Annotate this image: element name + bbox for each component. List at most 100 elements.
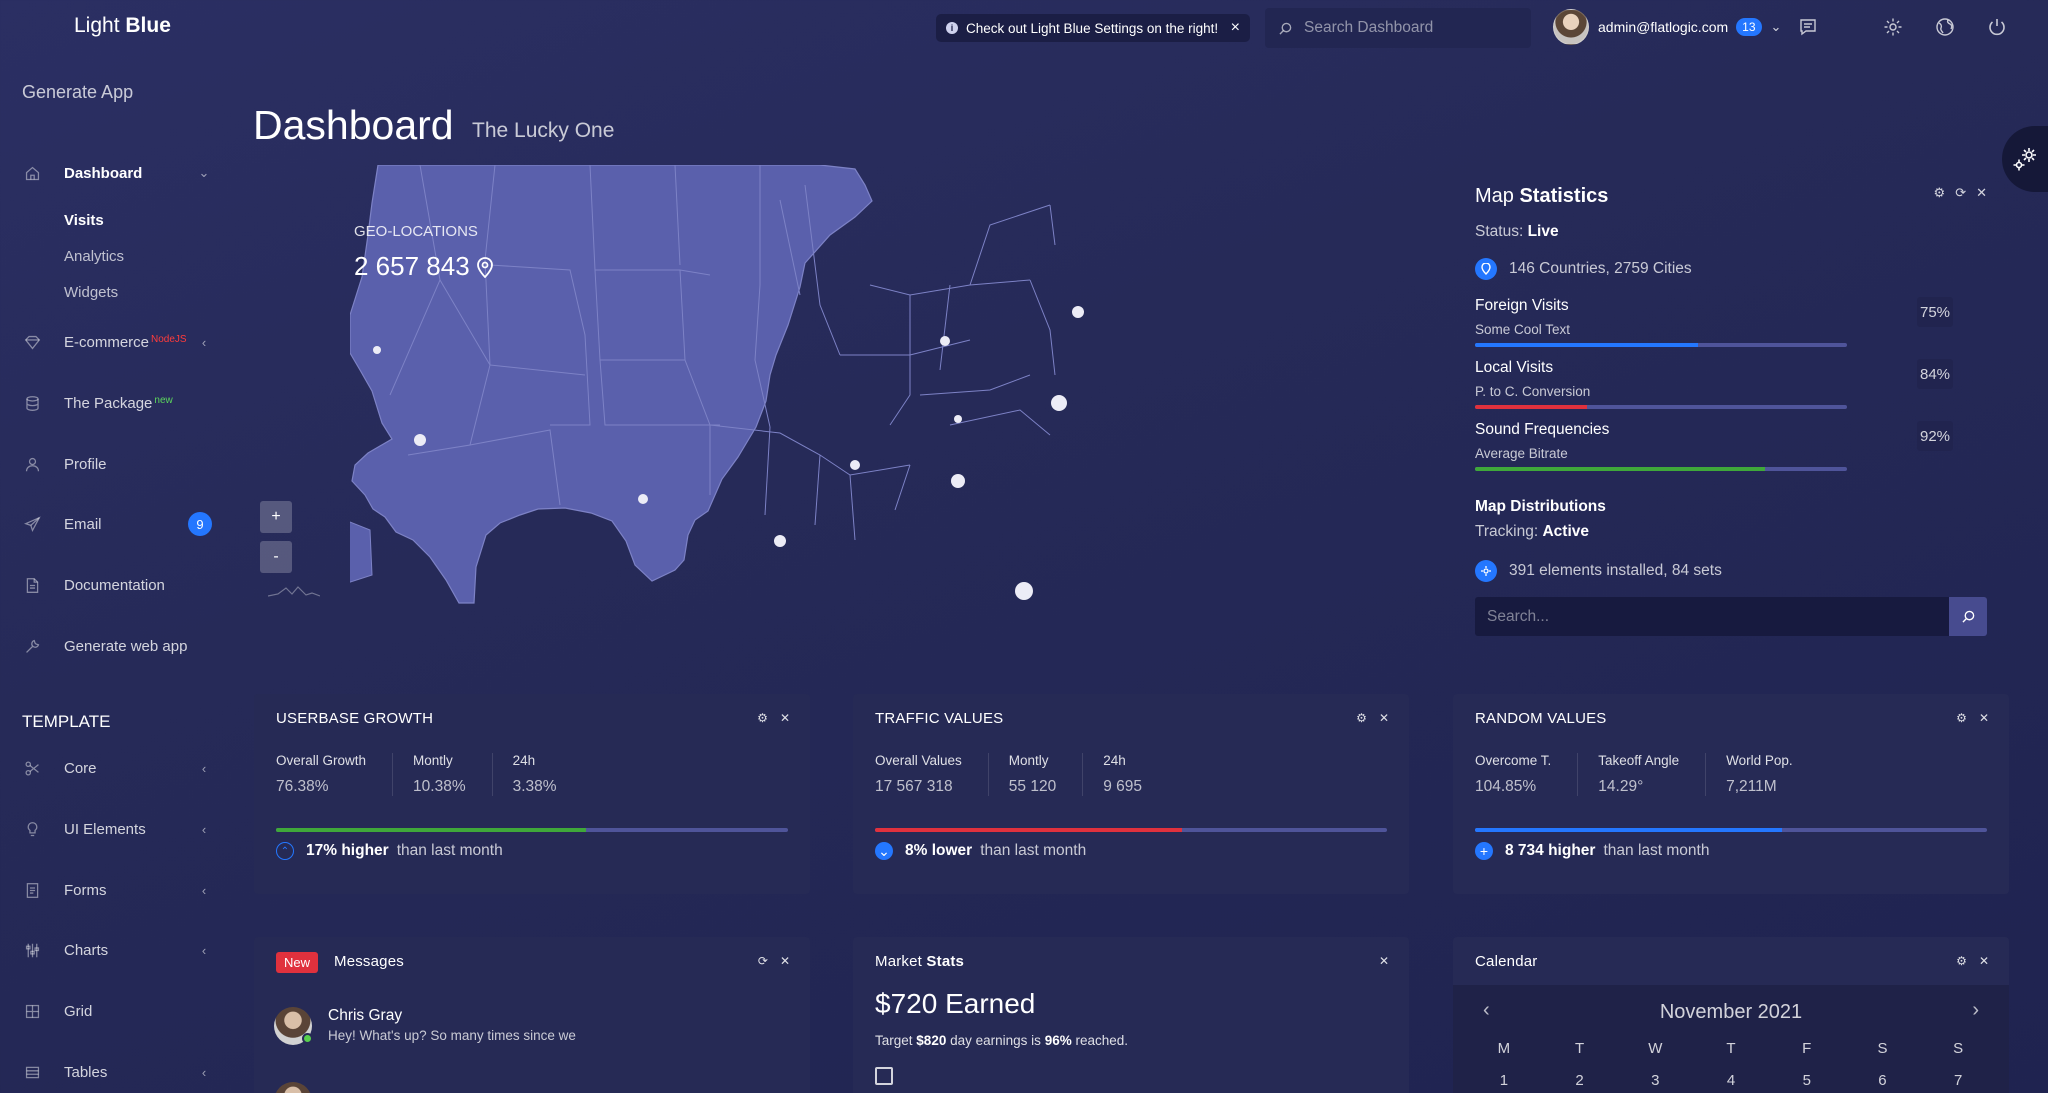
sidebar-item-label: Grid: [64, 1002, 93, 1020]
sidebar-item-charts[interactable]: Charts ‹: [0, 930, 224, 970]
sidebar-item-documentation[interactable]: Documentation: [0, 565, 224, 605]
chevron-left-icon[interactable]: ‹: [1483, 999, 1490, 1021]
chevron-down-icon[interactable]: ⌄: [1770, 19, 1782, 34]
chevron-down-icon: ⌄: [198, 165, 210, 180]
kpi-label: Montly: [413, 753, 453, 768]
close-icon[interactable]: ✕: [1978, 711, 1989, 725]
close-icon[interactable]: ✕: [779, 954, 790, 968]
calendar-day[interactable]: 7: [1954, 1072, 1963, 1089]
sidebar-item-forms[interactable]: Forms ‹: [0, 870, 224, 910]
target-line: Target $820 day earnings is 96% reached.: [875, 1033, 1129, 1048]
avatar: [274, 1082, 312, 1093]
chevron-left-icon: ‹: [201, 882, 207, 898]
sidebar-subitem-widgets[interactable]: Widgets: [64, 284, 119, 301]
close-icon[interactable]: ✕: [1978, 954, 1989, 968]
chevron-left-icon: ‹: [201, 760, 207, 776]
message-item[interactable]: [274, 1082, 328, 1093]
countries-line: 146 Countries, 2759 Cities: [1475, 258, 1692, 280]
close-icon[interactable]: ✕: [779, 711, 790, 725]
sidebar-item-label: UI Elements: [64, 820, 146, 838]
message-item[interactable]: Chris Gray Hey! What's up? So many times…: [274, 1007, 576, 1045]
user-menu[interactable]: admin@flatlogic.com 13 ⌄: [1553, 9, 1781, 45]
refresh-icon[interactable]: ⟳: [757, 954, 768, 968]
chevron-down-icon: ⌄: [875, 842, 893, 860]
sidebar-item-label: E-commerce: [64, 333, 150, 351]
map-search: Search...: [1475, 597, 1987, 636]
message-preview: Hey! What's up? So many times since we: [328, 1028, 576, 1043]
globe-icon[interactable]: [1935, 17, 1957, 39]
chevron-right-icon[interactable]: ›: [1972, 999, 1979, 1021]
messages-icon[interactable]: [1798, 17, 1820, 39]
stat-row-sound-frequencies: Sound Frequencies Average Bitrate 92%: [1475, 421, 1987, 483]
zoom-out-button[interactable]: -: [260, 541, 292, 573]
settings-notice: i Check out Light Blue Settings on the r…: [936, 14, 1250, 42]
avatar[interactable]: [1553, 9, 1589, 45]
location-marker: [940, 336, 950, 346]
gear-icon[interactable]: ⚙: [1956, 954, 1967, 968]
progress-bar: [1475, 405, 1847, 409]
generate-app-link[interactable]: Generate App: [22, 82, 134, 102]
sidebar-item-core[interactable]: Core ‹: [0, 748, 224, 788]
location-marker: [774, 535, 786, 547]
kpi-value: 10.38%: [413, 778, 466, 795]
theme-settings-toggle[interactable]: [2002, 126, 2048, 192]
progress-bar: [875, 828, 1387, 832]
gear-icon[interactable]: ⚙: [1956, 711, 1967, 725]
map-search-input[interactable]: Search...: [1475, 597, 1949, 636]
calendar-day[interactable]: 1: [1499, 1072, 1509, 1089]
sidebar-item-grid[interactable]: Grid: [0, 991, 224, 1031]
gear-icon[interactable]: [1883, 17, 1905, 39]
earned-value: $720 Earned: [875, 988, 1036, 1019]
calendar-day[interactable]: 6: [1878, 1072, 1887, 1089]
usa-map[interactable]: [350, 165, 1160, 605]
calendar-day[interactable]: 2: [1575, 1072, 1584, 1089]
sidebar-item-profile[interactable]: Profile: [0, 444, 224, 484]
sidebar-item-package[interactable]: The Package new: [0, 383, 224, 423]
gear-icon[interactable]: ⚙: [757, 711, 768, 725]
sidebar-item-tables[interactable]: Tables ‹: [0, 1052, 224, 1092]
refresh-icon[interactable]: ⟳: [1955, 185, 1967, 200]
location-marker: [951, 474, 965, 488]
search-input[interactable]: Search Dashboard: [1265, 8, 1531, 48]
gear-icon[interactable]: ⚙: [1356, 711, 1367, 725]
map-search-button[interactable]: [1949, 597, 1987, 636]
calendar-day[interactable]: 4: [1726, 1072, 1736, 1089]
map-statistics-title: Map Statistics: [1475, 185, 1609, 207]
diamond-icon: [0, 334, 64, 351]
location-marker: [1051, 395, 1067, 411]
calendar-day[interactable]: 3: [1651, 1072, 1660, 1089]
document-icon: [0, 577, 64, 594]
close-icon[interactable]: ×: [1230, 19, 1240, 36]
grid-icon: [0, 1003, 64, 1020]
kpi-value: 9 695: [1103, 778, 1143, 795]
send-icon: [0, 515, 64, 533]
gear-icon[interactable]: ⚙: [1933, 185, 1946, 200]
sidebar-subitem-analytics[interactable]: Analytics: [64, 248, 125, 265]
close-icon[interactable]: ✕: [1976, 185, 1987, 200]
sidebar-item-label: Dashboard: [64, 164, 143, 182]
sidebar-item-ecommerce[interactable]: E-commerce NodeJS ‹: [0, 322, 224, 362]
zoom-in-button[interactable]: +: [260, 501, 292, 533]
kpi-label: 24h: [512, 753, 536, 768]
page-subtitle: The Lucky One: [472, 119, 615, 142]
close-icon[interactable]: ✕: [1378, 954, 1389, 968]
app-logo[interactable]: Light Blue: [74, 14, 171, 37]
power-icon[interactable]: [1987, 17, 2009, 39]
close-icon[interactable]: ✕: [1378, 711, 1389, 725]
card-title: Market Stats: [875, 953, 965, 970]
table-icon: [0, 1064, 64, 1081]
sidebar-item-email[interactable]: Email 9: [0, 504, 224, 544]
sidebar-item-ui-elements[interactable]: UI Elements ‹: [0, 809, 224, 849]
usa-mainland-shape: [350, 165, 873, 604]
percent-badge: 84%: [1917, 359, 1953, 389]
sidebar-item-generate-web-app[interactable]: Generate web app: [0, 626, 224, 666]
trend-line: ⌄ 8% lower than last month: [875, 842, 1086, 860]
kpi-label: Takeoff Angle: [1598, 753, 1680, 768]
calendar-day[interactable]: 5: [1802, 1072, 1811, 1089]
sidebar-subitem-visits[interactable]: Visits: [64, 212, 104, 229]
checkbox[interactable]: [875, 1067, 893, 1085]
notice-text: Check out Light Blue Settings on the rig…: [966, 20, 1219, 36]
sidebar-item-dashboard[interactable]: Dashboard ⌄: [0, 153, 224, 193]
search-placeholder: Search Dashboard: [1304, 19, 1434, 36]
location-marker: [414, 434, 426, 446]
